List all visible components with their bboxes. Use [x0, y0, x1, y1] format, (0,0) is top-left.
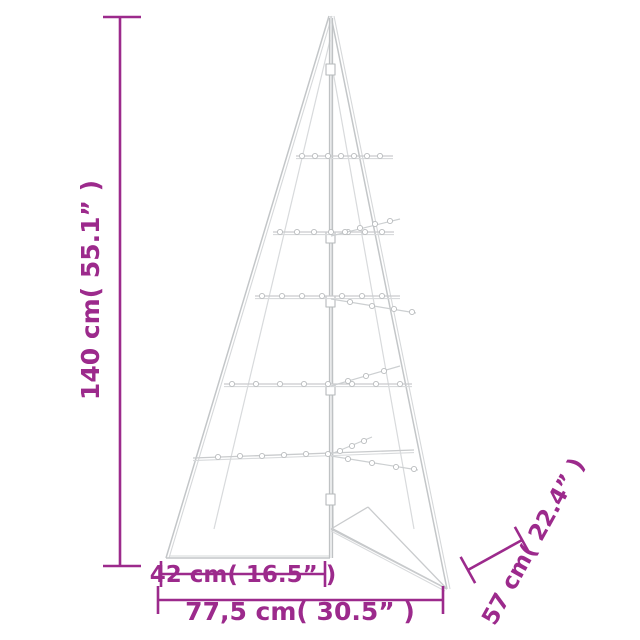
tree-base-rear-foot [330, 506, 448, 592]
depth-dimension-label: 57 cm( 22.4” ) [477, 454, 590, 630]
post-bracket [325, 63, 336, 506]
depth-dimension-line [467, 538, 523, 572]
dimension-total-base [156, 586, 445, 614]
tree-crossbar [296, 152, 393, 160]
depth-bottom-cap [459, 556, 477, 584]
tree-crossbar [192, 436, 419, 473]
tree-inner-rail [213, 39, 331, 530]
tree-crossbar [224, 365, 412, 388]
dimension-height [103, 15, 141, 568]
dimension-depth [459, 526, 531, 584]
depth-top-cap [513, 526, 531, 554]
tree-crossbar [273, 217, 401, 237]
height-dimension-label: 140 cm( 55.1” ) [76, 180, 105, 400]
total-base-dimension-label: 77,5 cm( 30.5” ) [185, 597, 415, 626]
dimension-front-base [159, 561, 327, 587]
tree-crossbar [255, 292, 417, 316]
tree-front-panel [165, 15, 333, 559]
tree-frame [165, 15, 451, 592]
tree-center-post [328, 18, 334, 558]
front-base-dimension-label: 42 cm( 16.5” ) [150, 562, 337, 588]
